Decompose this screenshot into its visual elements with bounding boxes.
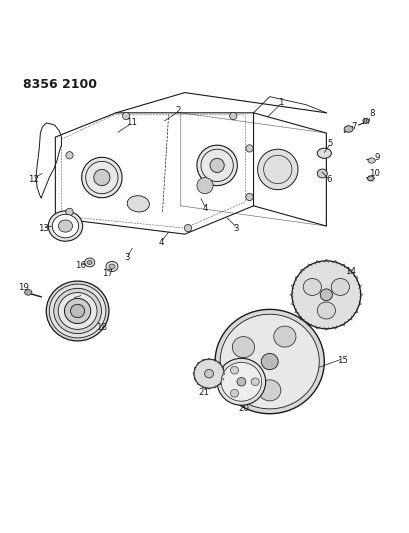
Ellipse shape xyxy=(258,380,280,401)
Ellipse shape xyxy=(261,353,278,369)
Ellipse shape xyxy=(319,289,332,301)
Ellipse shape xyxy=(109,264,115,269)
Text: 8: 8 xyxy=(369,109,374,118)
Ellipse shape xyxy=(317,169,326,178)
Ellipse shape xyxy=(204,369,213,378)
Text: 1: 1 xyxy=(278,98,283,107)
Ellipse shape xyxy=(127,196,149,212)
Ellipse shape xyxy=(330,278,348,295)
Text: 9: 9 xyxy=(373,153,379,162)
Text: 20: 20 xyxy=(238,403,249,413)
Text: 12: 12 xyxy=(28,175,39,184)
Text: 19: 19 xyxy=(18,283,29,292)
Ellipse shape xyxy=(46,281,109,341)
Ellipse shape xyxy=(317,148,330,158)
Text: 10: 10 xyxy=(369,169,380,178)
Ellipse shape xyxy=(58,293,97,329)
Ellipse shape xyxy=(122,112,130,120)
Ellipse shape xyxy=(54,288,101,334)
Text: 13: 13 xyxy=(38,223,49,232)
Ellipse shape xyxy=(362,118,368,123)
Text: 2: 2 xyxy=(175,106,180,115)
Text: 8356 2100: 8356 2100 xyxy=(23,78,97,92)
Ellipse shape xyxy=(245,145,252,152)
Text: 7: 7 xyxy=(350,123,356,132)
Text: 4: 4 xyxy=(202,204,208,213)
Ellipse shape xyxy=(220,314,319,409)
Ellipse shape xyxy=(317,302,335,319)
Ellipse shape xyxy=(209,158,224,173)
Ellipse shape xyxy=(193,359,224,388)
Ellipse shape xyxy=(257,149,297,190)
Text: 11: 11 xyxy=(126,118,137,127)
Ellipse shape xyxy=(66,208,73,215)
Text: 6: 6 xyxy=(325,175,331,184)
Text: 5: 5 xyxy=(327,139,333,148)
Ellipse shape xyxy=(48,211,83,241)
Ellipse shape xyxy=(215,309,324,414)
Text: 16: 16 xyxy=(75,261,86,270)
Ellipse shape xyxy=(273,326,295,347)
Text: 21: 21 xyxy=(198,388,209,397)
Text: 3: 3 xyxy=(124,253,130,262)
Text: 17: 17 xyxy=(102,269,113,278)
Ellipse shape xyxy=(217,358,265,405)
Ellipse shape xyxy=(303,278,321,295)
Ellipse shape xyxy=(184,224,191,232)
Ellipse shape xyxy=(343,126,352,132)
Ellipse shape xyxy=(85,258,94,267)
Text: 14: 14 xyxy=(344,267,355,276)
Ellipse shape xyxy=(52,214,79,238)
Ellipse shape xyxy=(70,304,85,318)
Ellipse shape xyxy=(81,157,122,198)
Text: 4: 4 xyxy=(158,238,164,247)
Ellipse shape xyxy=(230,390,238,397)
Ellipse shape xyxy=(291,261,360,329)
Ellipse shape xyxy=(106,262,118,271)
Ellipse shape xyxy=(250,378,258,385)
Ellipse shape xyxy=(58,220,72,232)
Text: 15: 15 xyxy=(336,356,347,365)
Ellipse shape xyxy=(236,377,245,386)
Ellipse shape xyxy=(232,337,254,358)
Text: 3: 3 xyxy=(233,223,239,232)
Ellipse shape xyxy=(25,289,32,295)
Text: 18: 18 xyxy=(96,322,107,332)
Ellipse shape xyxy=(196,177,213,193)
Ellipse shape xyxy=(367,176,373,181)
Ellipse shape xyxy=(49,284,106,338)
Ellipse shape xyxy=(220,362,261,401)
Ellipse shape xyxy=(87,261,92,264)
Ellipse shape xyxy=(367,158,374,163)
Ellipse shape xyxy=(64,298,90,324)
Ellipse shape xyxy=(245,193,252,200)
Ellipse shape xyxy=(94,169,110,185)
Ellipse shape xyxy=(230,366,238,374)
Ellipse shape xyxy=(66,151,73,159)
Ellipse shape xyxy=(196,145,237,185)
Ellipse shape xyxy=(229,112,236,120)
